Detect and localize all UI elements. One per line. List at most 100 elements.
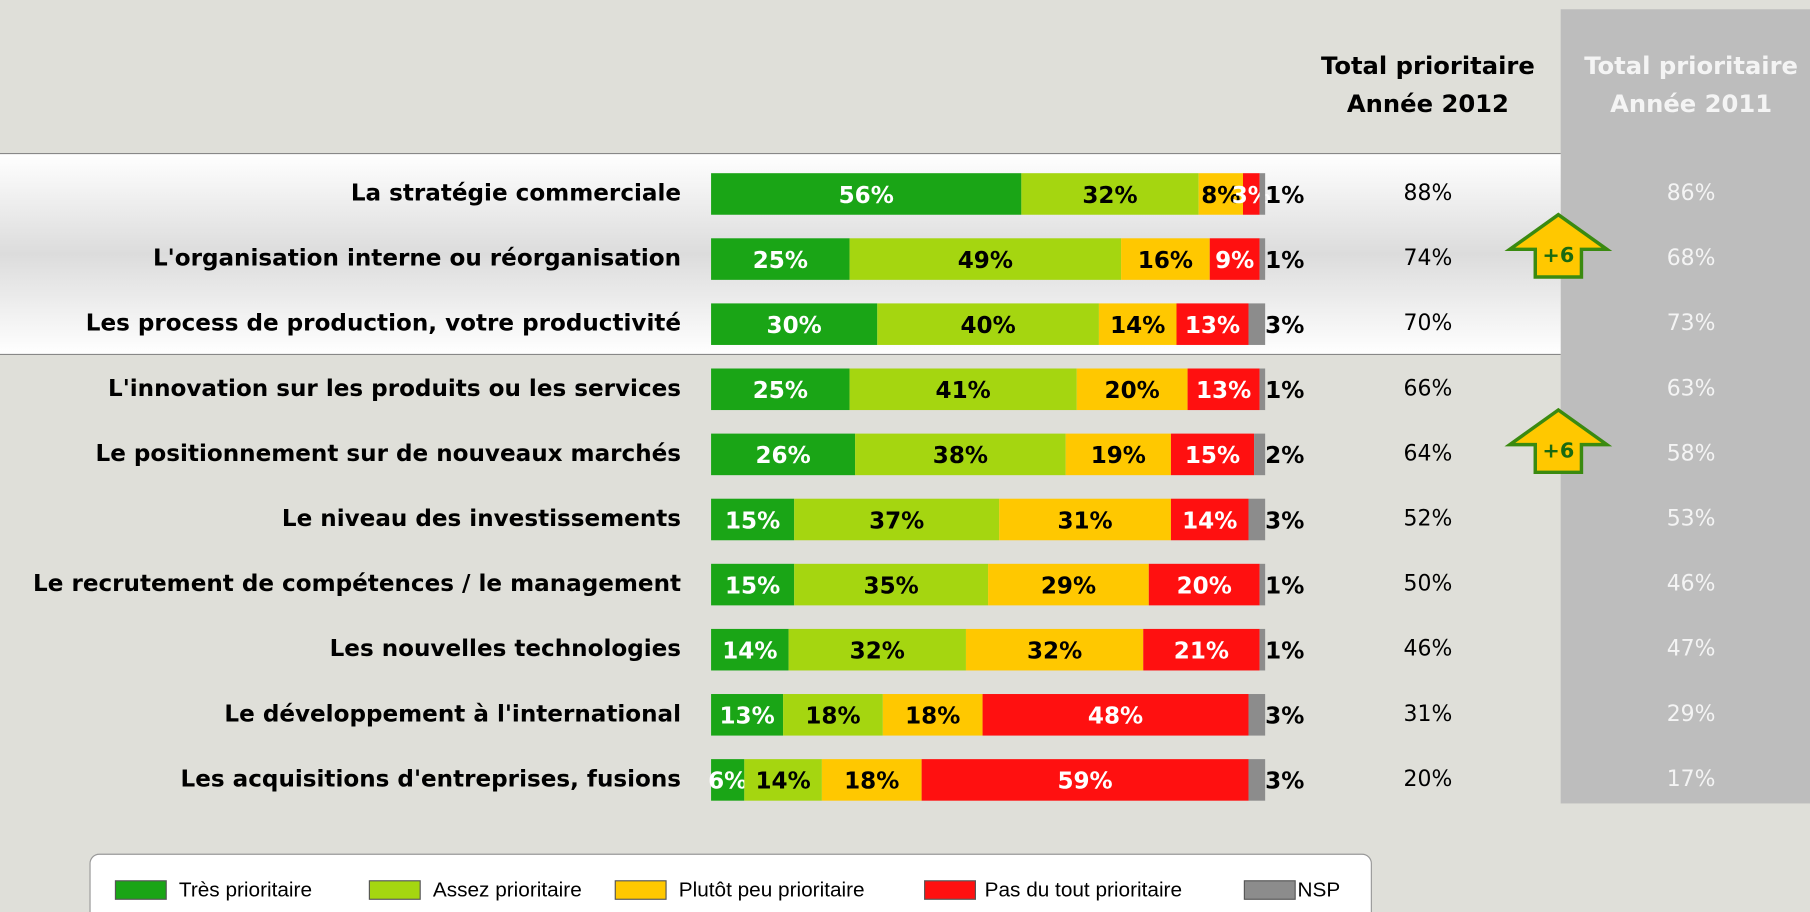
total-2012-value: 70% (1404, 311, 1453, 336)
value-label: 31% (1057, 508, 1112, 534)
bar-segment (1259, 368, 1266, 411)
bar-segment (794, 498, 1000, 541)
value-label: 32% (1027, 639, 1082, 665)
total-2011-value: 29% (1667, 702, 1716, 727)
value-label: 48% (1088, 704, 1143, 730)
total-2012-value: 66% (1404, 376, 1453, 401)
value-label: 3% (1265, 508, 1304, 534)
value-label: 9% (1215, 248, 1254, 274)
bar-segment (711, 303, 878, 345)
value-label: 18% (805, 704, 860, 730)
value-label: 32% (850, 639, 905, 665)
bar-segment (849, 368, 1077, 411)
bar-segment (1209, 238, 1260, 280)
category-label: La stratégie commerciale (351, 180, 681, 206)
bar-segment (1198, 173, 1243, 215)
value-label: 37% (869, 508, 924, 534)
value-label: 3% (1265, 769, 1304, 795)
bar-segment (711, 498, 795, 541)
total-2012-value: 74% (1404, 246, 1453, 271)
value-label: 14% (1110, 313, 1165, 339)
column-2011-band (1560, 9, 1810, 804)
total-2011-value: 17% (1667, 767, 1716, 792)
legend-swatch (368, 880, 421, 900)
value-label: 59% (1057, 769, 1112, 795)
value-label: 15% (725, 573, 780, 599)
value-label: 14% (1182, 508, 1237, 534)
bar-segment (849, 238, 1122, 280)
category-label: Les nouvelles technologies (330, 636, 681, 662)
bar-segment (882, 694, 983, 736)
bar-segment (794, 563, 989, 606)
column-header: Année 2012 (1347, 89, 1509, 118)
category-label: Les acquisitions d'entreprises, fusions (181, 766, 682, 792)
total-2011-value: 86% (1667, 181, 1716, 206)
value-label: 14% (755, 769, 810, 795)
value-label: 16% (1138, 248, 1193, 274)
total-2011-value: 46% (1667, 572, 1716, 597)
legend-swatch (114, 880, 167, 900)
value-label: 35% (864, 573, 919, 599)
value-label: 13% (719, 704, 774, 730)
arrow-up (1504, 212, 1613, 279)
bar-segment (821, 759, 922, 801)
legend-label: Très prioritaire (179, 879, 312, 902)
value-label: 20% (1177, 573, 1232, 599)
legend-swatch (1243, 880, 1296, 900)
bar-segment (1143, 628, 1260, 671)
total-2012-value: 20% (1404, 767, 1453, 792)
value-label: 20% (1105, 378, 1160, 404)
category-label: L'organisation interne ou réorganisation (153, 246, 681, 272)
bar-segment (1259, 173, 1266, 215)
bar-segment (855, 433, 1066, 476)
bar-segment (711, 368, 850, 411)
value-label: 29% (1041, 573, 1096, 599)
value-label: 3% (1265, 313, 1304, 339)
legend-label: Assez prioritaire (433, 879, 582, 902)
category-label: Le développement à l'international (224, 701, 681, 727)
value-label: 49% (958, 248, 1013, 274)
value-label: 56% (839, 183, 894, 209)
value-label: 1% (1265, 639, 1304, 665)
value-label: 1% (1265, 573, 1304, 599)
value-label: 13% (1185, 313, 1240, 339)
value-label: 15% (1185, 443, 1240, 469)
bar-segment (711, 759, 745, 801)
value-label: 8% (1201, 183, 1240, 209)
bar-segment (1065, 433, 1171, 476)
value-label: 1% (1265, 378, 1304, 404)
bar-segment (1170, 498, 1249, 541)
legend-label: Plutôt peu prioritaire (679, 879, 865, 902)
value-label: 21% (1174, 639, 1229, 665)
value-label: 26% (755, 443, 810, 469)
bar-segment (1242, 173, 1260, 215)
bar-segment (1259, 563, 1266, 606)
bar-segment (711, 238, 850, 280)
legend-label: Pas du tout prioritaire (985, 879, 1182, 902)
bar-segment (1259, 628, 1266, 671)
bar-segment (1259, 238, 1266, 280)
total-2011-value: 63% (1667, 376, 1716, 401)
category-label: Le niveau des investissements (282, 506, 681, 532)
total-2012-value: 52% (1404, 506, 1453, 531)
bar-segment (711, 563, 795, 606)
legend-swatch (614, 880, 667, 900)
value-label: 1% (1265, 248, 1304, 274)
bar-segment (711, 433, 856, 476)
bar-segment (711, 173, 1022, 215)
bar-segment (1148, 563, 1260, 606)
bar-segment (1248, 694, 1266, 736)
total-2011-value: 58% (1667, 441, 1716, 466)
column-header: Année 2011 (1610, 89, 1772, 118)
value-label: 18% (905, 704, 960, 730)
legend-label: NSP (1297, 879, 1340, 902)
bar-segment (1248, 498, 1266, 541)
total-2011-value: 73% (1667, 311, 1716, 336)
bar-segment (788, 628, 966, 671)
total-2011-value: 68% (1667, 246, 1716, 271)
value-label: 25% (753, 248, 808, 274)
bar-segment (1098, 303, 1177, 345)
total-2012-value: 46% (1404, 637, 1453, 662)
value-label: 19% (1091, 443, 1146, 469)
value-label: 32% (1082, 183, 1137, 209)
